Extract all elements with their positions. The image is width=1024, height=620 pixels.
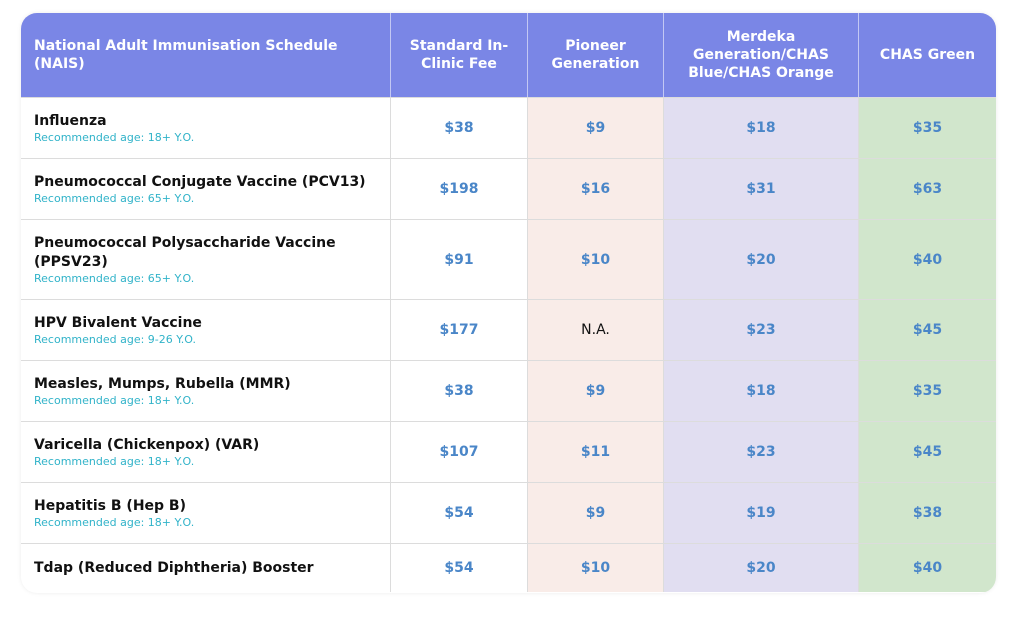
vaccine-cell: Varicella (Chickenpox) (VAR) Recommended … bbox=[21, 422, 391, 482]
standard-fee-cell: $38 bbox=[391, 361, 528, 421]
header-pioneer: Pioneer Generation bbox=[528, 13, 664, 97]
chas-green-fee-cell: $38 bbox=[859, 483, 996, 543]
merdeka-fee-cell: $23 bbox=[664, 300, 859, 360]
vaccine-name: Measles, Mumps, Rubella (MMR) bbox=[34, 375, 291, 392]
pioneer-fee-cell: $9 bbox=[528, 361, 664, 421]
standard-fee-cell: $38 bbox=[391, 98, 528, 158]
chas-green-fee-cell: $63 bbox=[859, 159, 996, 219]
pioneer-fee-cell: $9 bbox=[528, 98, 664, 158]
table-row: HPV Bivalent Vaccine Recommended age: 9-2… bbox=[21, 299, 996, 360]
header-standard-fee: Standard In-Clinic Fee bbox=[391, 13, 528, 97]
table-body: Influenza Recommended age: 18+ Y.O. $38 $9 $… bbox=[21, 97, 996, 592]
recommended-age: Recommended age: 65+ Y.O. bbox=[34, 191, 195, 205]
recommended-age: Recommended age: 18+ Y.O. bbox=[34, 454, 195, 468]
standard-fee-cell: $177 bbox=[391, 300, 528, 360]
chas-green-fee-cell: $35 bbox=[859, 361, 996, 421]
vaccine-cell: Pneumococcal Conjugate Vaccine (PCV13) Re… bbox=[21, 159, 391, 219]
standard-fee-cell: $54 bbox=[391, 544, 528, 592]
vaccine-name: Influenza bbox=[34, 112, 107, 129]
vaccine-cell: Influenza Recommended age: 18+ Y.O. bbox=[21, 98, 391, 158]
standard-fee-cell: $107 bbox=[391, 422, 528, 482]
table-header: National Adult Immunisation Schedule (NA… bbox=[21, 13, 996, 97]
vaccine-cell: HPV Bivalent Vaccine Recommended age: 9-2… bbox=[21, 300, 391, 360]
vaccine-name: Tdap (Reduced Diphtheria) Booster bbox=[34, 559, 314, 576]
vaccine-cell: Hepatitis B (Hep B) Recommended age: 18+ … bbox=[21, 483, 391, 543]
recommended-age: Recommended age: 65+ Y.O. bbox=[34, 271, 195, 285]
header-chas-green: CHAS Green bbox=[879, 47, 976, 63]
vaccine-name: HPV Bivalent Vaccine bbox=[34, 314, 202, 331]
vaccine-cell: Measles, Mumps, Rubella (MMR) Recommended… bbox=[21, 361, 391, 421]
table-row: Measles, Mumps, Rubella (MMR) Recommended… bbox=[21, 360, 996, 421]
chas-green-fee-cell: $40 bbox=[859, 220, 996, 299]
header-merdeka: Merdeka Generation/CHAS Blue/CHAS Orange bbox=[664, 13, 859, 97]
table-row: Influenza Recommended age: 18+ Y.O. $38 $9 $… bbox=[21, 97, 996, 158]
chas-green-fee-cell: $35 bbox=[859, 98, 996, 158]
merdeka-fee-cell: $20 bbox=[664, 220, 859, 299]
recommended-age: Recommended age: 18+ Y.O. bbox=[34, 130, 195, 144]
pioneer-fee-cell: $16 bbox=[528, 159, 664, 219]
pioneer-fee-cell: $11 bbox=[528, 422, 664, 482]
pioneer-fee-cell: $10 bbox=[528, 220, 664, 299]
merdeka-fee-cell: $18 bbox=[664, 98, 859, 158]
recommended-age: Recommended age: 9-26 Y.O. bbox=[34, 332, 196, 346]
nais-fee-table: National Adult Immunisation Schedule (NA… bbox=[21, 13, 996, 593]
table-row: Hepatitis B (Hep B) Recommended age: 18+ … bbox=[21, 482, 996, 543]
table-row: Tdap (Reduced Diphtheria) Booster $54 $10 $… bbox=[21, 543, 996, 592]
vaccine-name: Hepatitis B (Hep B) bbox=[34, 497, 186, 514]
standard-fee-cell: $91 bbox=[391, 220, 528, 299]
recommended-age: Recommended age: 18+ Y.O. bbox=[34, 515, 195, 529]
merdeka-fee-cell: $20 bbox=[664, 544, 859, 592]
merdeka-fee-cell: $18 bbox=[664, 361, 859, 421]
header-vaccine: National Adult Immunisation Schedule (NA… bbox=[21, 13, 391, 97]
merdeka-fee-cell: $31 bbox=[664, 159, 859, 219]
merdeka-fee-cell: $19 bbox=[664, 483, 859, 543]
pioneer-fee-cell: $10 bbox=[528, 544, 664, 592]
chas-green-fee-cell: $40 bbox=[859, 544, 996, 592]
table-row: Pneumococcal Polysaccharide Vaccine (PPS… bbox=[21, 219, 996, 299]
vaccine-name: Varicella (Chickenpox) (VAR) bbox=[34, 436, 260, 453]
vaccine-name: Pneumococcal Conjugate Vaccine (PCV13) bbox=[34, 173, 366, 190]
pioneer-fee-cell: N.A. bbox=[528, 300, 664, 360]
vaccine-cell: Pneumococcal Polysaccharide Vaccine (PPS… bbox=[21, 220, 391, 299]
standard-fee-cell: $54 bbox=[391, 483, 528, 543]
vaccine-name: Pneumococcal Polysaccharide Vaccine (PPS… bbox=[34, 234, 336, 270]
chas-green-fee-cell: $45 bbox=[859, 422, 996, 482]
pioneer-fee-cell: $9 bbox=[528, 483, 664, 543]
chas-green-fee-cell: $45 bbox=[859, 300, 996, 360]
table-row: Pneumococcal Conjugate Vaccine (PCV13) Re… bbox=[21, 158, 996, 219]
table-row: Varicella (Chickenpox) (VAR) Recommended … bbox=[21, 421, 996, 482]
merdeka-fee-cell: $23 bbox=[664, 422, 859, 482]
recommended-age: Recommended age: 18+ Y.O. bbox=[34, 393, 195, 407]
vaccine-cell: Tdap (Reduced Diphtheria) Booster bbox=[21, 544, 391, 592]
standard-fee-cell: $198 bbox=[391, 159, 528, 219]
